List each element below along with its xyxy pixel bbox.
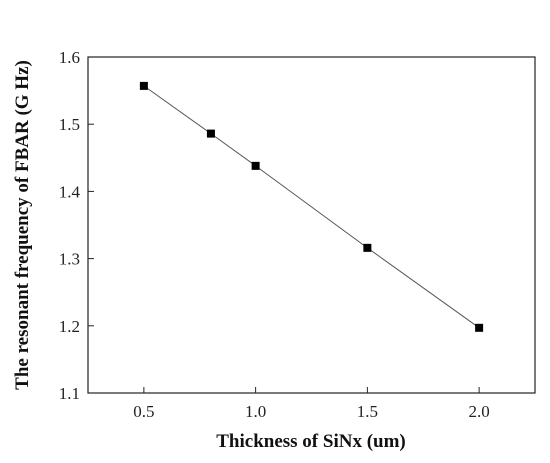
- y-axis-title: The resonant frequency of FBAR (G Hz): [12, 60, 33, 390]
- y-tick-label: 1.6: [59, 48, 80, 67]
- y-tick-label: 1.2: [59, 317, 80, 336]
- x-axis-title: Thickness of SiNx (um): [216, 431, 406, 452]
- x-axis-ticks: 0.5 1.0 1.5 2.0: [133, 387, 490, 421]
- y-axis-ticks: 1.1 1.2 1.3 1.4 1.5 1.6: [59, 48, 94, 403]
- series-layer: [139, 81, 484, 332]
- data-point-marker: [363, 243, 372, 252]
- data-point-marker: [206, 129, 215, 138]
- data-point-marker: [475, 323, 484, 332]
- y-tick-label: 1.1: [59, 384, 80, 403]
- x-tick-label: 0.5: [133, 402, 154, 421]
- y-tick-label: 1.5: [59, 115, 80, 134]
- data-point-marker: [139, 81, 148, 90]
- x-tick-label: 2.0: [469, 402, 490, 421]
- data-point-marker: [251, 161, 260, 170]
- plot-frame: [87, 56, 536, 394]
- series-line: [143, 85, 480, 329]
- x-tick-label: 1.5: [357, 402, 378, 421]
- y-tick-label: 1.3: [59, 250, 80, 269]
- x-tick-label: 1.0: [245, 402, 266, 421]
- y-tick-label: 1.4: [59, 182, 81, 201]
